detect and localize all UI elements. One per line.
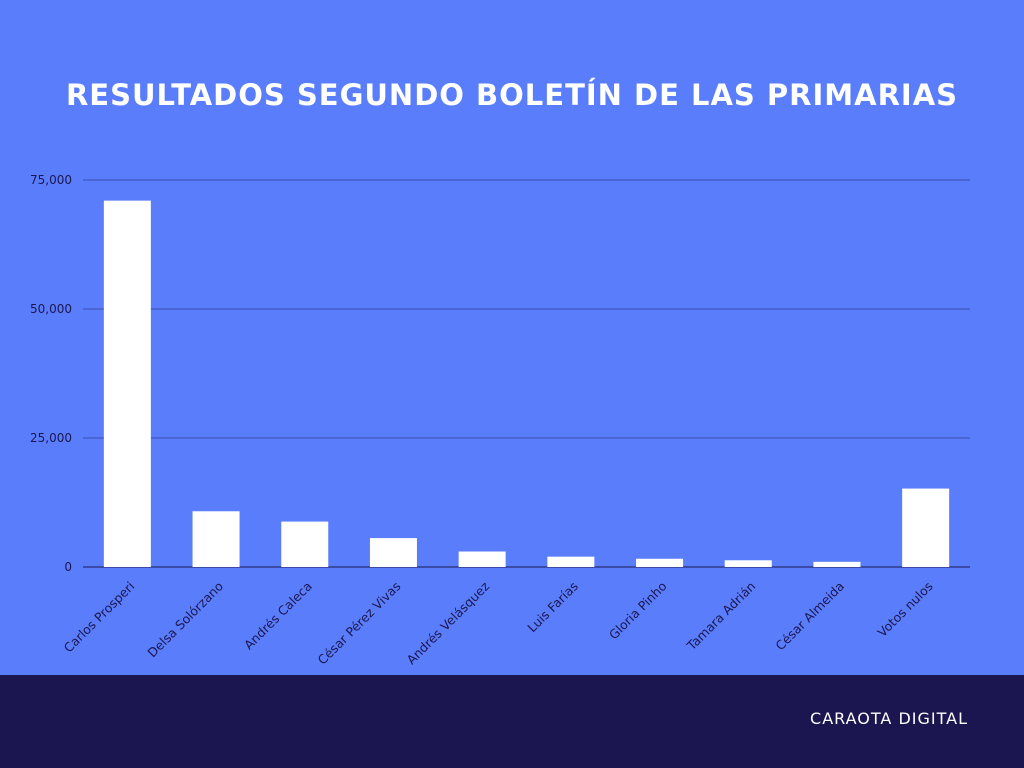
footer-bar: CARAOTA DIGITAL [0,675,1024,768]
x-tick-label: Tamara Adrián [683,579,758,654]
bar [636,558,684,567]
bar [458,551,506,567]
bar [103,200,151,567]
bar [192,511,240,567]
y-tick-label: 0 [64,560,72,574]
x-tick-label: Andrés Caleca [241,579,315,653]
bar [547,556,595,567]
x-tick-label: Luis Farías [524,579,581,636]
y-tick-label: 25,000 [30,431,72,445]
x-tick-label: Andrés Velásquez [404,578,493,667]
x-tick-label: César Pérez Vivas [315,579,404,668]
y-tick-label: 50,000 [30,302,72,316]
brand-label: CARAOTA DIGITAL [810,709,968,728]
chart-title: RESULTADOS SEGUNDO BOLETÍN DE LAS PRIMAR… [65,78,959,112]
x-tick-label: César Almeida [772,579,847,654]
y-tick-label: 75,000 [30,173,72,187]
x-tick-label: Votos nulos [874,579,935,640]
x-tick-label: Delsa Solórzano [144,579,226,661]
x-tick-label: Gloria Pinho [606,579,670,643]
bar [281,521,329,567]
bar [369,538,417,567]
bar [902,488,950,567]
bar-chart: 0 25,000 50,000 75,000 Carlos Prosperi Delsa … [30,173,970,668]
bar [724,560,772,567]
bar [813,561,861,567]
x-tick-label: Carlos Prosperi [61,579,138,656]
